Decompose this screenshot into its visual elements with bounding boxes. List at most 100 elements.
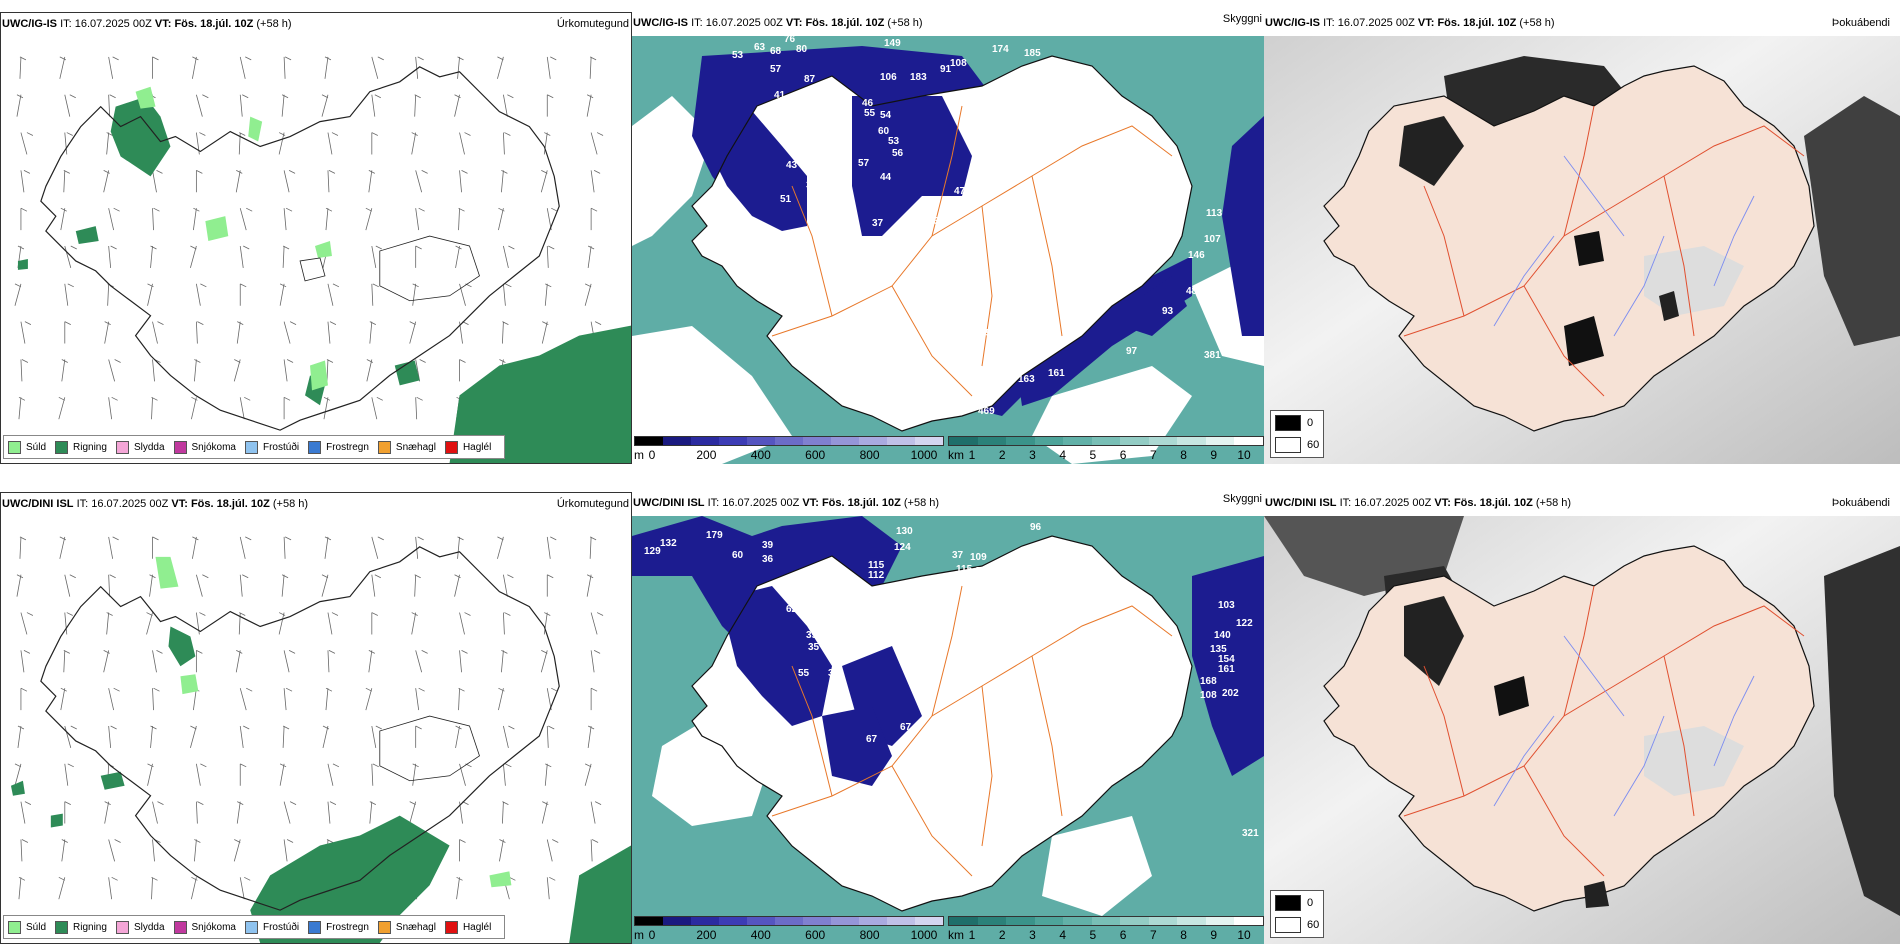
it-value: 16.07.2025 00Z	[1337, 17, 1415, 29]
visibility-map[interactable]: 129 132 179 39 60 36 130 124 96 115 112 37 109 115 74 4…	[632, 516, 1264, 944]
wind-barb	[327, 801, 337, 824]
legend-item: Frostregn	[308, 440, 369, 454]
wind-barb	[584, 763, 592, 786]
precip-map[interactable]	[1, 517, 631, 943]
wind-barb	[587, 725, 595, 748]
fog-map[interactable]	[1264, 36, 1900, 464]
panel-header: UWC/DINI ISL IT: 16.07.2025 00Z VT: Fös.…	[1264, 492, 1571, 516]
wind-barb	[327, 170, 336, 193]
wind-barb	[108, 839, 121, 862]
legend-item: Snæhagl	[377, 920, 436, 934]
road-network	[771, 585, 1173, 877]
fog-index-panel-ig: UWC/IG-IS IT: 16.07.2025 00Z VT: Fös. 18…	[1264, 12, 1900, 464]
wind-barb	[239, 94, 249, 117]
wind-barb	[459, 170, 468, 193]
wind-barb	[64, 763, 74, 786]
legend-swatch	[8, 920, 21, 934]
wind-barb	[20, 687, 28, 711]
colorbar-swatch	[1234, 437, 1264, 445]
fog-legend-swatch	[1275, 917, 1301, 933]
precip-legend: Súld Rigning Slydda Snjókoma Frostúði Fr…	[3, 435, 506, 459]
visibility-value-label: 469	[978, 406, 995, 417]
colorbar-tick-label: 200	[696, 448, 717, 462]
colorbar-tick-label: 0	[648, 448, 656, 462]
wind-barb	[152, 56, 159, 79]
panel-type-label: Úrkomutegund	[556, 498, 629, 510]
wind-barb	[20, 650, 31, 673]
wind-barb	[283, 56, 292, 79]
model-name: UWC/DINI ISL	[2, 498, 74, 510]
legend-swatch	[244, 440, 258, 454]
colorbar-tick-label: 400	[750, 928, 771, 942]
visibility-value-label: 76	[784, 36, 796, 45]
iceland-coastline	[691, 55, 1193, 432]
wind-barb	[239, 725, 250, 748]
visibility-value-label: 60	[732, 550, 744, 561]
wind-barb	[283, 801, 297, 824]
wind-barb	[503, 574, 514, 597]
visibility-dark-blue-east	[1122, 276, 1187, 336]
visibility-value-label: 52	[828, 178, 840, 189]
fog-legend: 0 60	[1270, 890, 1324, 938]
wind-barb	[190, 245, 197, 269]
colorbar-tick-label: 3	[1029, 928, 1036, 942]
wind-barb	[366, 359, 373, 382]
wind-barb	[503, 283, 512, 306]
it-value: 16.07.2025 00Z	[722, 497, 800, 509]
wind-barb	[371, 763, 379, 786]
visibility-colorbar-m: m 0 200 400 600 800 1000	[634, 434, 944, 462]
wind-barb	[58, 876, 66, 900]
wind-barb	[150, 725, 157, 748]
colorbar-tick-label: 9	[1210, 928, 1218, 942]
legend-label: Frostúði	[262, 921, 300, 933]
wind-barb	[584, 283, 592, 306]
visibility-value-label: 109	[970, 552, 987, 563]
colorbar-swatch	[977, 437, 1007, 445]
wind-barb	[414, 574, 421, 597]
colorbar-swatch	[887, 437, 915, 445]
legend-label: Snæhagl	[395, 441, 436, 453]
legend-label: Haglél	[462, 921, 492, 933]
visibility-value-label: 135	[1210, 644, 1227, 655]
visibility-value-label: 161	[1218, 664, 1235, 675]
colorbar-swatch	[1177, 437, 1206, 445]
colorbar-m-strip	[634, 916, 944, 926]
wind-barb	[543, 612, 551, 635]
visibility-map[interactable]: 131 53 63 68 76 80 149 57 41 87 106 183 91 108 174 185 9…	[632, 36, 1264, 464]
colorbar-swatch	[803, 917, 831, 925]
legend-label: Rigning	[73, 921, 107, 933]
wind-barb	[546, 536, 557, 559]
wind-barb	[283, 839, 294, 862]
fog-map[interactable]	[1264, 516, 1900, 944]
wind-barb	[498, 207, 505, 231]
visibility-value-label: 108	[1200, 690, 1217, 701]
it-value: 16.07.2025 00Z	[91, 498, 169, 510]
visibility-value-label: 146	[1188, 250, 1205, 261]
wind-barb	[236, 801, 244, 824]
wind-barb	[499, 839, 506, 862]
legend-item: Rigning	[55, 440, 107, 454]
vt-label: VT:	[785, 17, 803, 29]
wind-barb	[327, 650, 336, 673]
colorbar-tick-label: 800	[859, 928, 880, 942]
precip-map[interactable]	[1, 37, 631, 463]
wind-barb	[104, 321, 111, 344]
legend-swatch	[377, 920, 391, 934]
lead-time: (+58 h)	[903, 497, 940, 509]
colorbar-swatch	[1063, 437, 1092, 445]
vt-label: VT:	[1434, 497, 1451, 509]
wind-barb	[239, 574, 249, 597]
colorbar-swatch	[747, 437, 775, 445]
wind-barb	[64, 132, 73, 155]
wind-barb	[321, 94, 329, 117]
road-network	[771, 105, 1173, 397]
wind-barb	[325, 687, 333, 711]
vt-label: VT:	[802, 497, 819, 509]
visibility-value-label: 40	[822, 160, 834, 171]
visibility-value-label: 68	[770, 46, 782, 57]
colorbar-swatch	[1205, 917, 1235, 925]
colorbar-tick-label: 9	[1210, 448, 1218, 462]
wind-barb	[14, 763, 22, 786]
wind-barb	[19, 536, 27, 559]
visibility-value-label: 321	[1242, 828, 1259, 839]
